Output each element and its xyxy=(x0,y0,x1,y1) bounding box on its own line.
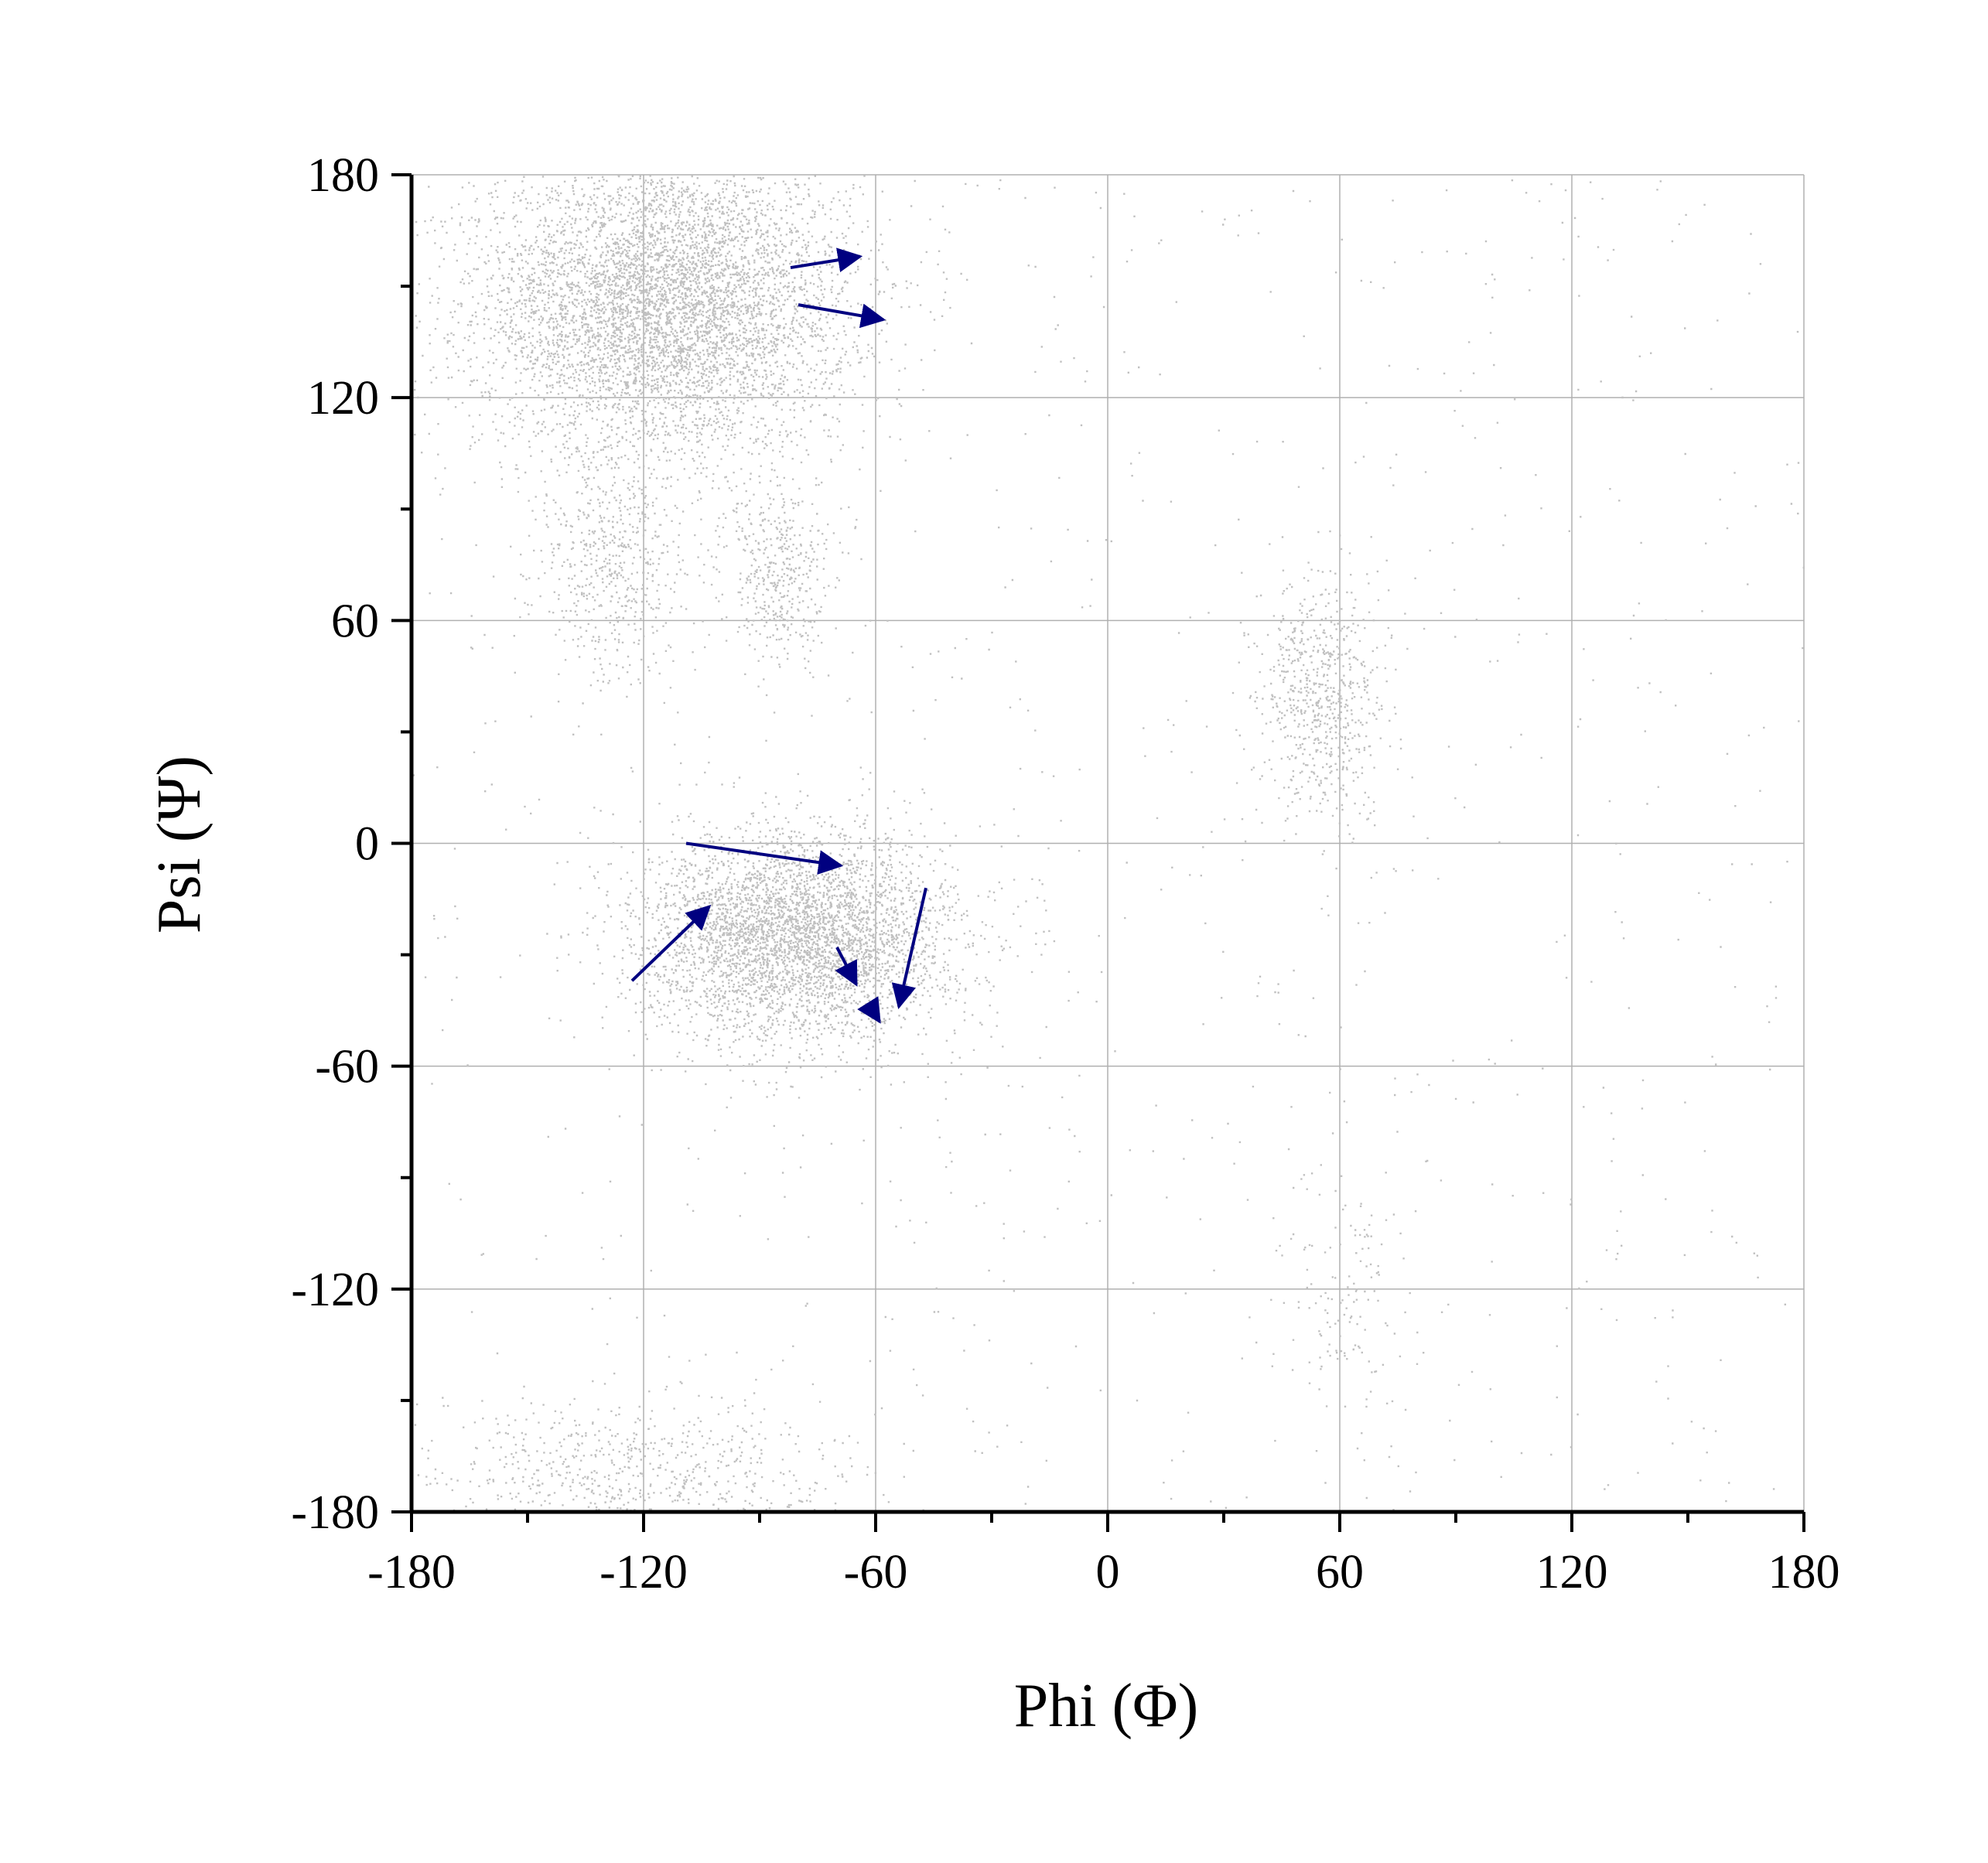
x-tick-label: -180 xyxy=(367,1546,456,1599)
x-tick-label: -60 xyxy=(844,1546,908,1599)
scatter-point-cloud xyxy=(412,175,1805,1514)
y-tick-label: 180 xyxy=(307,149,379,202)
y-axis-title: Psi (Ψ) xyxy=(145,756,213,933)
x-tick-label: 60 xyxy=(1316,1546,1364,1599)
x-tick-label: 0 xyxy=(1096,1546,1120,1599)
x-axis-title: Phi (Φ) xyxy=(1014,1672,1198,1740)
arrow-7 xyxy=(891,887,927,1009)
arrow-1 xyxy=(790,247,863,273)
y-tick-label: -120 xyxy=(291,1264,379,1316)
grid-lines xyxy=(412,174,1805,1512)
y-tick-label: 60 xyxy=(331,595,379,647)
x-tick-label: 180 xyxy=(1768,1546,1840,1599)
arrow-3 xyxy=(685,841,844,875)
arrow-6 xyxy=(857,996,881,1024)
scatter-points xyxy=(412,175,1805,1514)
axes xyxy=(391,173,1805,1532)
x-tick-label: 120 xyxy=(1536,1546,1608,1599)
arrows-layer xyxy=(630,247,927,1024)
y-tick-label: 120 xyxy=(307,372,379,425)
arrow-4 xyxy=(630,904,712,982)
y-tick-label: -60 xyxy=(315,1041,379,1094)
y-tick-label: 0 xyxy=(355,818,379,871)
arrow-5 xyxy=(835,947,858,987)
y-tick-label: -180 xyxy=(291,1486,379,1539)
tick-labels: -180 -120 -60 0 60 120 180 -180 -120 -60 0 60 120 180 xyxy=(291,149,1839,1599)
x-tick-label: -120 xyxy=(599,1546,688,1599)
arrow-2 xyxy=(798,303,886,329)
